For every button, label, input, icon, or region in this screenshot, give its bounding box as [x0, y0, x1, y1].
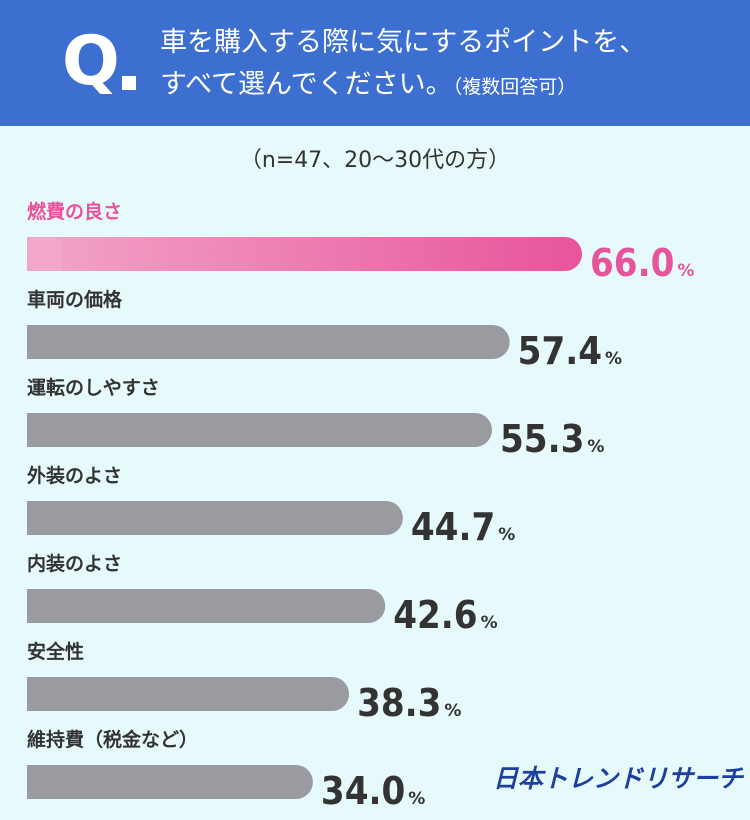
data-label: 42.6% — [393, 593, 497, 637]
question-header: Q 車を購入する際に気にするポイントを、 すべて選んでください。（複数回答可） — [0, 0, 750, 126]
bar-left-cap — [27, 677, 61, 711]
question-text-line2: すべて選んでください。（複数回答可） — [160, 68, 576, 104]
sample-size-note: （n=47、20〜30代の方） — [239, 148, 511, 173]
data-label-unit: % — [481, 613, 498, 633]
brand-logo: 日本トレンドリサーチ — [493, 764, 744, 793]
bar — [27, 765, 313, 799]
data-label: 34.0% — [321, 769, 425, 813]
data-label-value: 34.0 — [321, 769, 405, 813]
data-label: 55.3% — [500, 417, 604, 461]
data-label-unit: % — [444, 701, 461, 721]
data-label-unit: % — [605, 349, 622, 369]
bar — [27, 237, 582, 271]
category-label: 安全性 — [27, 640, 84, 663]
category-label: 内装のよさ — [27, 552, 122, 575]
bar — [27, 677, 350, 711]
question-mark-q: Q — [62, 22, 120, 101]
bar-left-cap — [27, 765, 61, 799]
category-label: 燃費の良さ — [27, 200, 122, 223]
data-label-unit: % — [587, 437, 604, 457]
category-label: 外装のよさ — [27, 464, 122, 487]
bar-left-cap — [27, 325, 61, 359]
data-label: 57.4% — [518, 329, 622, 373]
data-label-unit: % — [408, 789, 425, 809]
data-label-unit: % — [498, 525, 515, 545]
data-label-value: 42.6 — [393, 593, 477, 637]
bar-left-cap — [27, 413, 61, 447]
bar — [27, 589, 386, 623]
chart-marks: 燃費の良さ 66.0 % 車両の価格 57.4 % 運転のしやすさ 55.3 % 外装のよさ 44.… — [27, 200, 694, 813]
bar-left-cap — [27, 237, 61, 271]
category-label: 車両の価格 — [27, 288, 123, 311]
data-label-unit: % — [677, 261, 694, 281]
data-label: 44.7% — [411, 505, 515, 549]
category-label: 維持費（税金など） — [27, 728, 198, 751]
data-label-value: 38.3 — [357, 681, 441, 725]
bar-left-cap — [27, 501, 61, 535]
data-label: 38.3% — [357, 681, 461, 725]
data-label-value: 66.0 — [590, 241, 674, 285]
data-label-value: 57.4 — [518, 329, 602, 373]
data-label: 66.0% — [590, 241, 694, 285]
question-text-line2-main: すべて選んでください。 — [160, 69, 453, 100]
data-label-value: 44.7 — [411, 505, 495, 549]
bar — [27, 325, 510, 359]
bar-left-cap — [27, 589, 61, 623]
question-mark-dot — [122, 76, 136, 90]
question-text-line1: 車を購入する際に気にするポイントを、 — [160, 27, 647, 58]
question-multiple-answer-note: （複数回答可） — [452, 76, 577, 98]
data-label-value: 55.3 — [500, 417, 584, 461]
category-label: 運転のしやすさ — [27, 377, 160, 399]
bar — [27, 501, 403, 535]
bar — [27, 413, 493, 447]
